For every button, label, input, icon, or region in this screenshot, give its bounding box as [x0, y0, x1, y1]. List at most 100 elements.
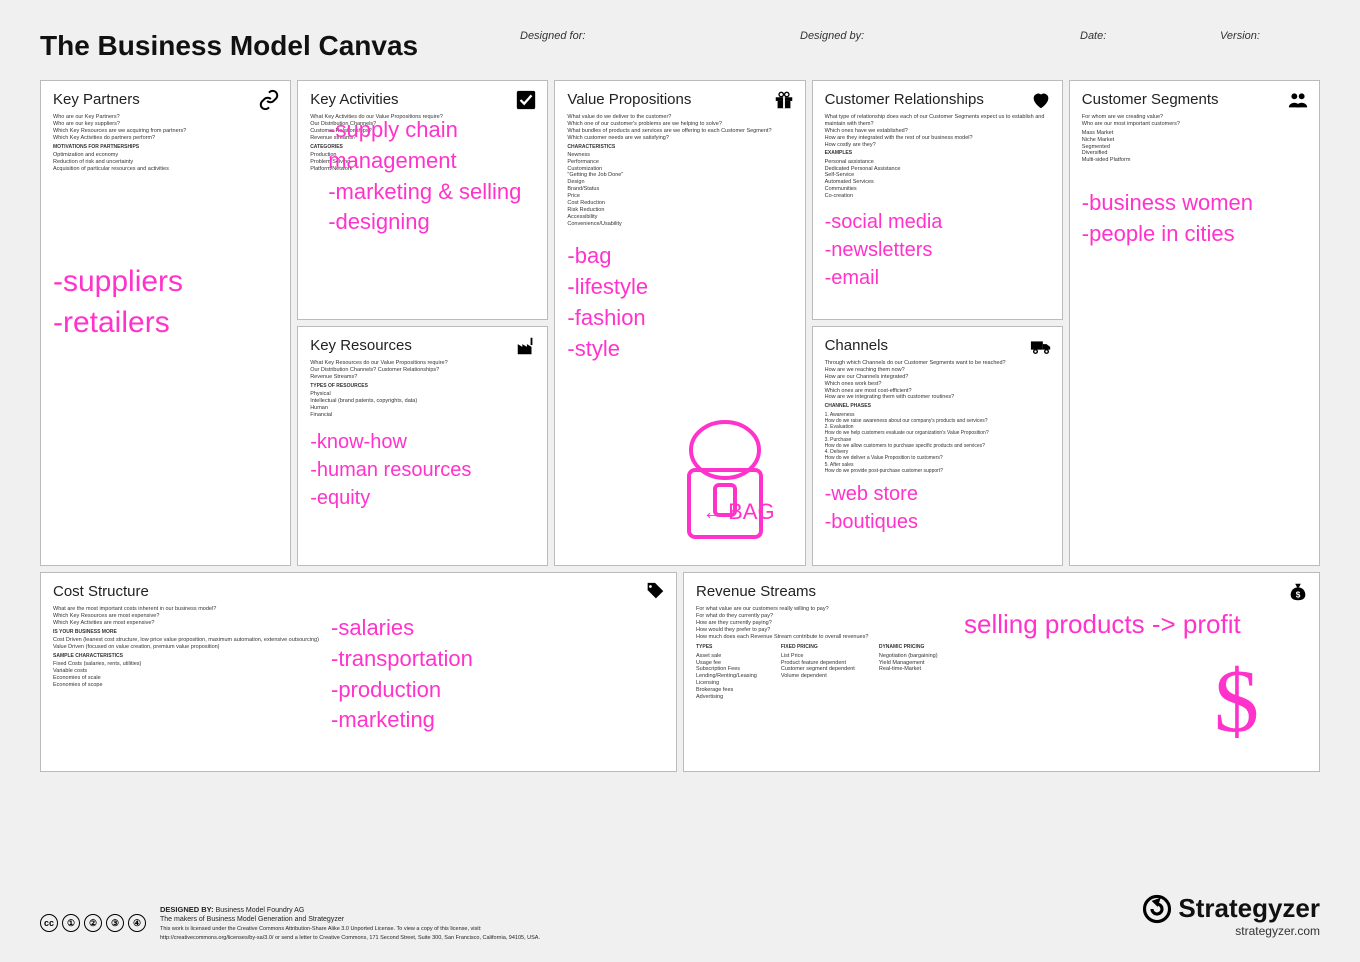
annotation-item: -social media — [825, 208, 1050, 236]
designed-by-strong: DESIGNED BY: — [160, 905, 214, 914]
factory-icon — [515, 335, 537, 357]
sub-prompts: Personal assistance Dedicated Personal A… — [825, 159, 1050, 200]
bag-label: ← BAG — [702, 499, 774, 525]
annotation-item: -style — [567, 334, 792, 365]
people-icon — [1287, 89, 1309, 111]
annotation-item: -transportation — [331, 644, 473, 675]
link-icon — [258, 89, 280, 111]
annotation-item: -marketing — [331, 705, 473, 736]
block-title: Value Propositions — [567, 91, 792, 108]
prompts: Through which Channels do our Customer S… — [825, 360, 1050, 401]
col2-header: FIXED PRICING — [781, 644, 855, 650]
brand: Strategyzer strategyzer.com — [1142, 893, 1320, 938]
annotation: -salaries -transportation -production -m… — [331, 613, 473, 736]
designed-by-value: Business Model Foundry AG — [216, 907, 305, 914]
annotation-item: -email — [825, 264, 1050, 292]
annotation: -social media -newsletters -email — [825, 208, 1050, 292]
bag-label-text: BAG — [728, 499, 774, 525]
cc-icon: ② — [84, 914, 102, 932]
block-channels: Channels Through which Channels do our C… — [812, 326, 1063, 566]
block-revenue-streams: Revenue Streams $ For what value are our… — [683, 572, 1320, 772]
annotation-item: -bag — [567, 241, 792, 272]
sub-header: EXAMPLES — [825, 150, 1050, 156]
prompts: What Key Resources do our Value Proposit… — [310, 360, 535, 381]
sub-prompts: Mass Market Niche Market Segmented Diver… — [1082, 130, 1307, 164]
canvas-header: The Business Model Canvas Designed for: … — [40, 30, 1320, 62]
annotation-item: -designing — [328, 207, 541, 238]
block-key-resources: Key Resources What Key Resources do our … — [297, 326, 548, 566]
col3-header: DYNAMIC PRICING — [879, 644, 938, 650]
block-title: Customer Segments — [1082, 91, 1307, 108]
annotation: -bag -lifestyle -fashion -style — [567, 241, 792, 364]
footer: cc ① ② ③ ④ DESIGNED BY: Business Model F… — [40, 905, 1320, 942]
date-label: Date: — [1080, 30, 1180, 42]
block-title: Key Resources — [310, 337, 535, 354]
cc-icon: cc — [40, 914, 58, 932]
sub-prompts: Newness Performance Customization "Getti… — [567, 152, 792, 228]
dollar-icon: $ — [1214, 650, 1259, 753]
block-customer-segments: Customer Segments For whom are we creati… — [1069, 80, 1320, 566]
prompts: Who are our Key Partners? Who are our ke… — [53, 114, 278, 142]
sub-header: MOTIVATIONS FOR PARTNERSHIPS — [53, 144, 278, 150]
brand-name: Strategyzer — [1142, 893, 1320, 924]
annotation: -web store -boutiques — [825, 480, 1050, 536]
block-value-propositions: Value Propositions What value do we deli… — [554, 80, 805, 566]
annotation-item: -supply chain management — [328, 115, 541, 177]
brand-name-text: Strategyzer — [1178, 893, 1320, 924]
annotation-item: -people in cities — [1082, 219, 1307, 250]
block-customer-relationships: Customer Relationships What type of rela… — [812, 80, 1063, 320]
footer-text: DESIGNED BY: Business Model Foundry AG T… — [160, 905, 540, 942]
tag-icon — [644, 581, 666, 603]
heart-icon — [1030, 89, 1052, 111]
annotation-item: -suppliers — [53, 262, 278, 303]
block-key-partners: Key Partners Who are our Key Partners? W… — [40, 80, 291, 566]
sub-prompts: 1. Awareness How do we raise awareness a… — [825, 412, 1050, 475]
annotation-item: -marketing & selling — [328, 177, 541, 208]
annotation: -suppliers -retailers — [53, 262, 278, 343]
block-title: Customer Relationships — [825, 91, 1050, 108]
annotation-item: -equity — [310, 484, 535, 512]
cc-icon: ① — [62, 914, 80, 932]
block-cost-structure: Cost Structure What are the most importa… — [40, 572, 677, 772]
designed-for-label: Designed for: — [520, 30, 760, 42]
cc-icons: cc ① ② ③ ④ — [40, 914, 146, 932]
annotation: selling products -> profit — [964, 609, 1241, 640]
svg-text:$: $ — [1296, 591, 1301, 600]
check-icon — [515, 89, 537, 111]
page-title: The Business Model Canvas — [40, 30, 480, 62]
prompts: What type of relationship does each of o… — [825, 114, 1050, 148]
designed-by-label: Designed by: — [800, 30, 1040, 42]
block-title: Key Activities — [310, 91, 535, 108]
annotation-item: -lifestyle — [567, 272, 792, 303]
bag-drawing-icon — [665, 415, 785, 545]
moneybag-icon: $ — [1287, 581, 1309, 603]
block-title: Key Partners — [53, 91, 278, 108]
prompts: For whom are we creating value? Who are … — [1082, 114, 1307, 128]
annotation: -business women -people in cities — [1082, 188, 1307, 250]
col3: Negotiation (bargaining) Yield Managemen… — [879, 653, 938, 674]
bmc-grid: Key Partners Who are our Key Partners? W… — [40, 80, 1320, 772]
annotation-item: -fashion — [567, 303, 792, 334]
sub-prompts: Physical Intellectual (brand patents, co… — [310, 391, 535, 419]
cc-icon: ③ — [106, 914, 124, 932]
brand-logo-icon — [1142, 894, 1172, 924]
annotation-item: -retailers — [53, 303, 278, 344]
block-title: Cost Structure — [53, 583, 664, 600]
sub-prompts: Optimization and economy Reduction of ri… — [53, 152, 278, 173]
annotation-item: -know-how — [310, 428, 535, 456]
col2: List Price Product feature dependent Cus… — [781, 653, 855, 681]
annotation-item: -business women — [1082, 188, 1307, 219]
block-key-activities: Key Activities What Key Activities do ou… — [297, 80, 548, 320]
truck-icon — [1030, 335, 1052, 357]
cc-icon: ④ — [128, 914, 146, 932]
sub-header: TYPES OF RESOURCES — [310, 383, 535, 389]
license-text: This work is licensed under the Creative… — [160, 926, 540, 941]
col1: Asset sale Usage fee Subscription Fees L… — [696, 653, 757, 701]
annotation-item: -production — [331, 675, 473, 706]
sub-header: CHARACTERISTICS — [567, 144, 792, 150]
sub-header: CHANNEL PHASES — [825, 403, 1050, 409]
block-title: Revenue Streams — [696, 583, 1307, 600]
block-title: Channels — [825, 337, 1050, 354]
prompts: What value do we deliver to the customer… — [567, 114, 792, 142]
gift-icon — [773, 89, 795, 111]
